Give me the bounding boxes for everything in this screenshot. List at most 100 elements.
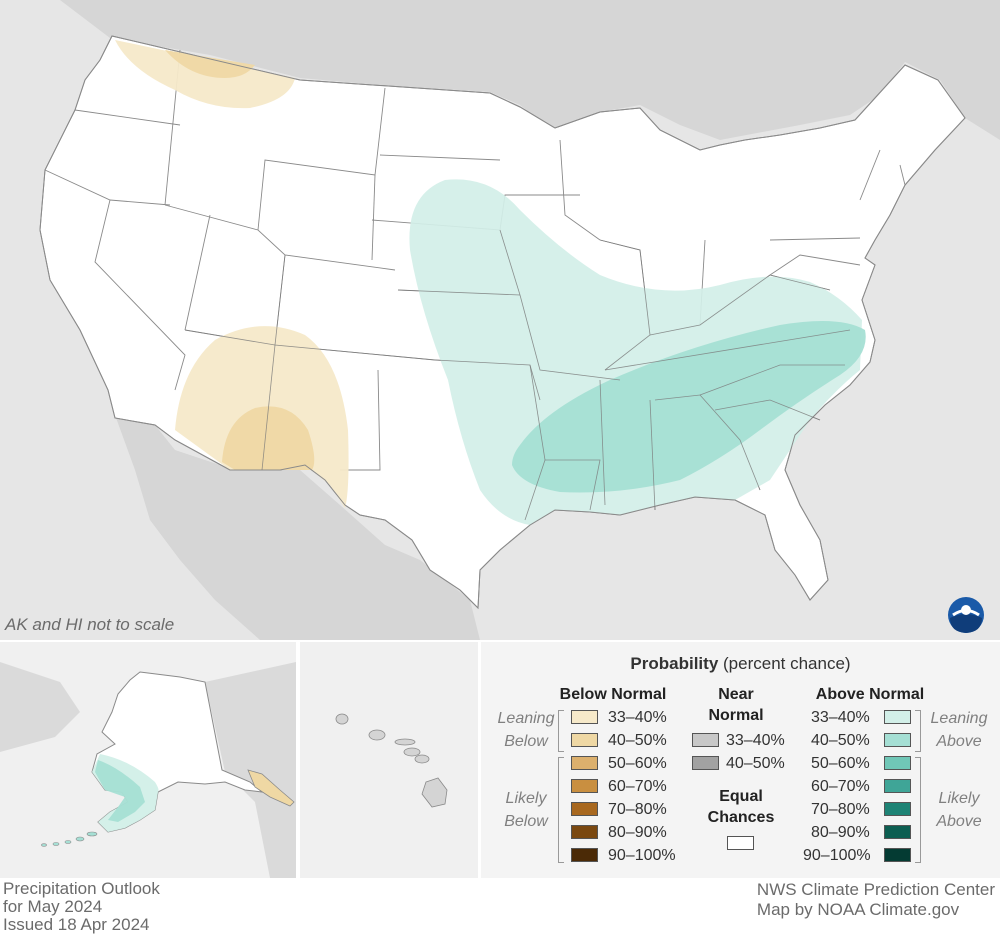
alaska-map-svg (0, 662, 296, 878)
below-row-4: 60–70% (571, 777, 681, 797)
alaska-above-likely (95, 760, 145, 822)
credit-cpc: NWS Climate Prediction Center (756, 880, 995, 899)
hawaii-map-svg (335, 713, 448, 808)
above-row-6: 80–90% (801, 823, 911, 843)
below-label-1: 33–40% (608, 709, 667, 726)
hawaii-inset (300, 642, 478, 878)
legend-title-rest: (percent chance) (718, 654, 851, 673)
above-swatch-4 (884, 779, 911, 793)
near-label-1: 33–40% (726, 732, 785, 749)
near-normal-header: Near Normal (681, 684, 791, 726)
above-row-5: 70–80% (801, 800, 911, 820)
legend: Probability (percent chance) Below Norma… (481, 642, 1000, 878)
above-swatch-3 (884, 756, 911, 770)
credits: NWS Climate Prediction Center Map by NOA… (757, 880, 995, 920)
below-label-3: 50–60% (608, 755, 667, 772)
leaning-above-line1: Leaning (930, 710, 988, 727)
leaning-above-label: Leaning Above (919, 707, 999, 753)
above-swatch-5 (884, 802, 911, 816)
below-normal-southwest-likely (222, 406, 315, 470)
likely-above-line1: Likely (938, 790, 980, 807)
below-swatch-6 (571, 825, 598, 839)
below-row-5: 70–80% (571, 800, 681, 820)
legend-title-bold: Probability (630, 654, 719, 673)
alaska-below-leaning (247, 769, 295, 807)
near-normal-header-line2: Normal (708, 707, 764, 724)
above-normal-leaning (409, 179, 862, 525)
aleutian-islands (41, 831, 98, 847)
below-label-2: 40–50% (608, 732, 667, 749)
hawaii-islands (335, 713, 448, 808)
near-row-2: 40–50% (692, 754, 797, 774)
above-swatch-6 (884, 825, 911, 839)
leaning-below-line2: Below (504, 733, 548, 750)
above-row-3: 50–60% (801, 754, 911, 774)
equal-chances-header: Equal Chances (681, 786, 801, 828)
above-label-7: 90–100% (803, 847, 871, 864)
conus-map: AK and HI not to scale (0, 0, 1000, 640)
equal-chances-line2: Chances (707, 809, 775, 826)
near-normal-header-line1: Near (718, 686, 754, 703)
likely-above-bracket (915, 757, 921, 863)
above-label-4: 60–70% (811, 778, 870, 795)
above-swatch-2 (884, 733, 911, 747)
near-row-1: 33–40% (692, 731, 797, 751)
below-swatch-4 (571, 779, 598, 793)
above-swatch-7 (884, 848, 911, 862)
below-row-3: 50–60% (571, 754, 681, 774)
above-label-6: 80–90% (811, 824, 870, 841)
above-normal-header: Above Normal (815, 686, 925, 703)
outlook-period: for May 2024 (3, 897, 103, 916)
below-label-7: 90–100% (608, 847, 676, 864)
conus-outline-stroke (39, 35, 966, 610)
canada-landmass (60, 0, 1000, 140)
below-label-6: 80–90% (608, 824, 667, 841)
above-row-1: 33–40% (801, 708, 911, 728)
near-label-2: 40–50% (726, 755, 785, 772)
leaning-below-bracket (558, 710, 564, 752)
legend-title: Probability (percent chance) (481, 654, 1000, 674)
noaa-logo-icon (948, 597, 984, 633)
credit-climate-gov: Map by NOAA Climate.gov (756, 900, 960, 919)
below-row-6: 80–90% (571, 823, 681, 843)
alaska-inset (0, 642, 296, 878)
below-normal-north-likely (165, 50, 255, 78)
outlook-title: Precipitation Outlook (3, 879, 160, 898)
above-row-2: 40–50% (801, 731, 911, 751)
likely-above-label: Likely Above (919, 787, 999, 833)
likely-above-line2: Above (936, 813, 982, 830)
near-swatch-1 (692, 733, 719, 747)
leaning-above-line2: Above (936, 733, 982, 750)
leaning-above-bracket (915, 710, 921, 752)
below-swatch-1 (571, 710, 598, 724)
above-label-5: 70–80% (811, 801, 870, 818)
below-swatch-3 (571, 756, 598, 770)
below-row-7: 90–100% (571, 846, 681, 866)
below-swatch-2 (571, 733, 598, 747)
above-swatch-1 (884, 710, 911, 724)
equal-chances-swatch (727, 836, 754, 850)
below-row-2: 40–50% (571, 731, 681, 751)
near-swatch-2 (692, 756, 719, 770)
scale-note: AK and HI not to scale (5, 615, 175, 634)
likely-below-bracket (558, 757, 564, 863)
above-row-4: 60–70% (801, 777, 911, 797)
outlook-info: Precipitation Outlook for May 2024 Issue… (3, 880, 160, 934)
conus-map-svg (39, 0, 1000, 640)
mexico-landmass (115, 415, 480, 640)
equal-chances-row (727, 834, 757, 854)
equal-chances-line1: Equal (719, 788, 763, 805)
likely-below-line1: Likely (505, 790, 547, 807)
below-swatch-7 (571, 848, 598, 862)
below-swatch-5 (571, 802, 598, 816)
above-normal-likely (512, 321, 866, 493)
below-normal-header: Below Normal (559, 686, 667, 703)
above-label-1: 33–40% (811, 709, 870, 726)
likely-below-line2: Below (504, 813, 548, 830)
above-label-3: 50–60% (811, 755, 870, 772)
below-label-5: 70–80% (608, 801, 667, 818)
likely-below-label: Likely Below (486, 787, 566, 833)
leaning-below-line1: Leaning (497, 710, 555, 727)
state-boundaries-overlay (184, 229, 851, 521)
russia-landmass (0, 662, 80, 752)
